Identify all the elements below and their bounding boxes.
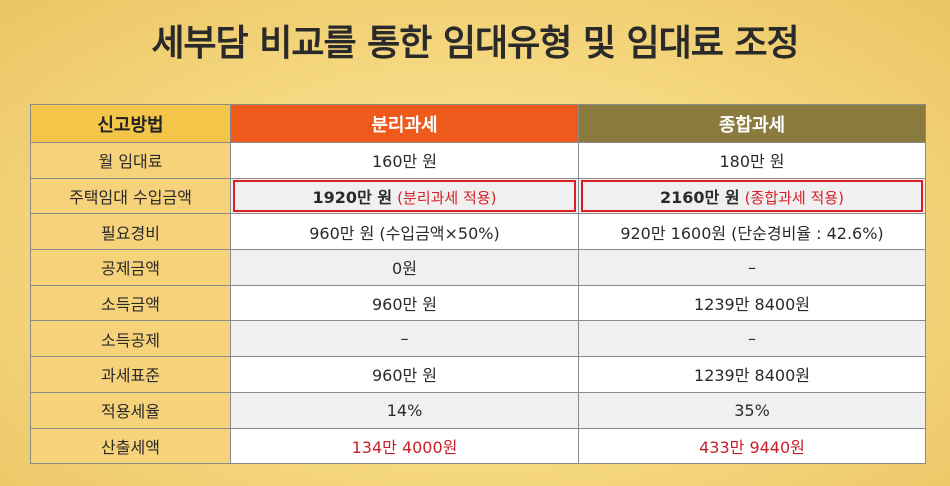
table-row-highlighted: 주택임대 수입금액 1920만 원 (분리과세 적용) 2160만 원 (종합과… xyxy=(30,177,926,215)
combined-value: 2160만 원 xyxy=(660,188,740,208)
table-row: 산출세액 134만 4000원 433만 9440원 xyxy=(30,427,926,465)
table-row: 필요경비 960만 원 (수입금액×50%) 920만 1600원 (단순경비율… xyxy=(30,213,926,251)
combined-value: 1239만 8400원 xyxy=(578,284,926,322)
row-label: 필요경비 xyxy=(30,213,231,251)
combined-value: – xyxy=(578,249,926,286)
table-row: 월 임대료 160만 원 180만 원 xyxy=(30,142,926,179)
table-row: 소득공제 – – xyxy=(30,320,926,358)
table-row: 공제금액 0원 – xyxy=(30,249,926,286)
header-combined-tax: 종합과세 xyxy=(578,104,926,143)
separate-value: 960만 원 (수입금액×50%) xyxy=(230,213,579,251)
comparison-table: 신고방법 분리과세 종합과세 월 임대료 160만 원 180만 원 주택임대 … xyxy=(30,104,926,465)
combined-value: 920만 1600원 (단순경비율 : 42.6%) xyxy=(578,213,926,251)
row-label: 적용세율 xyxy=(30,391,231,429)
row-label: 소득금액 xyxy=(30,284,231,322)
separate-value: 0원 xyxy=(230,249,579,286)
separate-note: (분리과세 적용) xyxy=(397,189,497,208)
page-title: 세부담 비교를 통한 임대유형 및 임대료 조정 xyxy=(151,23,799,64)
combined-value: 35% xyxy=(578,391,926,429)
header-filing-method: 신고방법 xyxy=(30,104,231,143)
row-label: 과세표준 xyxy=(30,356,231,393)
separate-value: 14% xyxy=(230,391,579,429)
combined-tax-amount: 433만 9440원 xyxy=(578,427,926,465)
separate-value: 960만 원 xyxy=(230,356,579,393)
row-label: 산출세액 xyxy=(30,427,231,465)
separate-value: 1920만 원 xyxy=(312,188,393,208)
combined-value: 180만 원 xyxy=(578,142,926,179)
header-separate-tax: 분리과세 xyxy=(230,104,579,143)
row-label: 월 임대료 xyxy=(30,142,231,179)
combined-note: (종합과세 적용) xyxy=(744,189,844,208)
table-row: 소득금액 960만 원 1239만 8400원 xyxy=(30,284,926,322)
row-label: 주택임대 수입금액 xyxy=(30,177,231,215)
separate-tax-amount: 134만 4000원 xyxy=(230,427,579,465)
separate-value: – xyxy=(230,320,579,358)
separate-value: 960만 원 xyxy=(230,284,579,322)
combined-value-cell: 2160만 원 (종합과세 적용) xyxy=(578,177,926,215)
row-label: 공제금액 xyxy=(30,249,231,286)
row-label: 소득공제 xyxy=(30,320,231,358)
table-row: 과세표준 960만 원 1239만 8400원 xyxy=(30,356,926,393)
combined-value: 1239만 8400원 xyxy=(578,356,926,393)
table-row: 적용세율 14% 35% xyxy=(30,391,926,429)
separate-value: 160만 원 xyxy=(230,142,579,179)
combined-value: – xyxy=(578,320,926,358)
separate-value-cell: 1920만 원 (분리과세 적용) xyxy=(230,177,579,215)
table-header-row: 신고방법 분리과세 종합과세 xyxy=(30,104,926,143)
